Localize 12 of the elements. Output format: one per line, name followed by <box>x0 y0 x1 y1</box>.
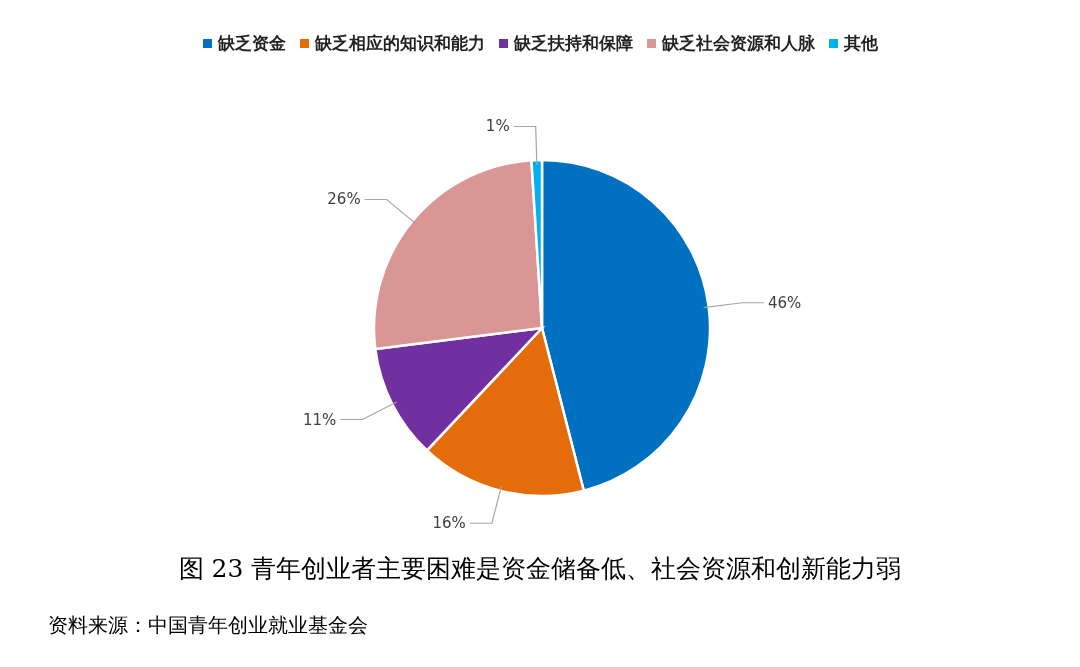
legend-label: 缺乏社会资源和人脉 <box>661 32 815 55</box>
text: 图 23 青年创业者主要困难是资金储备低、社会资源和创新能力弱 <box>177 553 903 585</box>
legend-label: 缺乏扶持和保障 <box>513 32 633 55</box>
data-label: 1% <box>485 117 510 136</box>
data-label: 11% <box>303 410 337 429</box>
data-label: 46% <box>768 293 802 312</box>
text: 资料来源：中国青年创业就业基金会 <box>48 612 368 639</box>
legend-label: 缺乏相应的知识和能力 <box>314 32 485 55</box>
data-label: 26% <box>327 190 361 209</box>
data-label: 16% <box>432 514 466 533</box>
legend-label: 缺乏资金 <box>217 32 286 55</box>
legend-label: 其他 <box>843 32 878 55</box>
